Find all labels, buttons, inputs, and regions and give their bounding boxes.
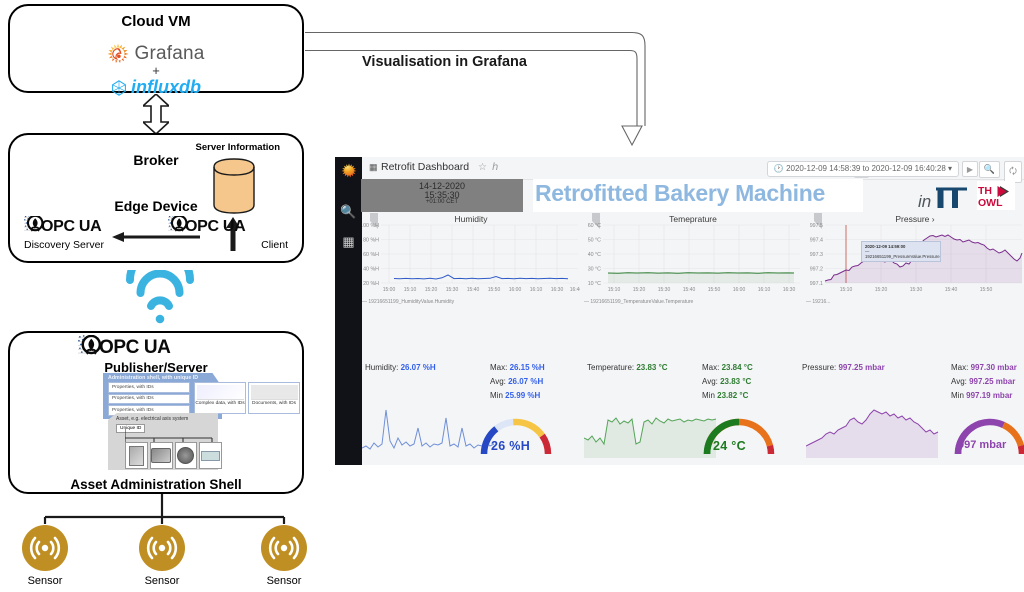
svg-text:60 %H: 60 %H [363, 252, 379, 258]
svg-text:50 °C: 50 °C [588, 238, 601, 244]
svg-text:80 %H: 80 %H [363, 238, 379, 244]
svg-text:15:40: 15:40 [945, 287, 958, 293]
svg-text:16:00: 16:00 [733, 287, 746, 293]
svg-text:OPC UA: OPC UA [99, 337, 171, 357]
svg-text:15:10: 15:10 [404, 287, 417, 293]
svg-text:997.2: 997.2 [810, 267, 823, 273]
svg-text:OPC UA: OPC UA [41, 218, 102, 234]
svg-text:15:30: 15:30 [658, 287, 671, 293]
svg-text:16:30: 16:30 [551, 287, 564, 293]
svg-text:100 %H: 100 %H [362, 223, 379, 229]
svg-text:16:10: 16:10 [758, 287, 771, 293]
svg-text:997.3: 997.3 [810, 252, 823, 258]
svg-text:OPC UA: OPC UA [185, 218, 246, 234]
svg-text:15:10: 15:10 [608, 287, 621, 293]
svg-text:60 °C: 60 °C [588, 223, 601, 229]
svg-text:20 %H: 20 %H [363, 281, 379, 287]
svg-text:15:50: 15:50 [708, 287, 721, 293]
svg-text:16:30: 16:30 [783, 287, 796, 293]
svg-text:15:50: 15:50 [488, 287, 501, 293]
svg-text:40 °C: 40 °C [588, 252, 601, 258]
svg-text:15:50: 15:50 [980, 287, 993, 293]
svg-text:OWL: OWL [978, 197, 1003, 209]
svg-text:15:20: 15:20 [875, 287, 888, 293]
svg-text:15:40: 15:40 [467, 287, 480, 293]
svg-text:15:10: 15:10 [840, 287, 853, 293]
svg-text:16:00: 16:00 [509, 287, 522, 293]
svg-text:997.5: 997.5 [810, 223, 823, 229]
svg-text:15:30: 15:30 [446, 287, 459, 293]
svg-text:30 °C: 30 °C [588, 267, 601, 273]
svg-text:997.4: 997.4 [810, 238, 823, 244]
svg-text:15:30: 15:30 [910, 287, 923, 293]
svg-text:16:10: 16:10 [530, 287, 543, 293]
svg-text:15:00: 15:00 [383, 287, 396, 293]
svg-text:TH: TH [978, 185, 992, 197]
svg-text:15:20: 15:20 [425, 287, 438, 293]
svg-text:997.1: 997.1 [810, 281, 823, 287]
svg-text:in: in [918, 192, 931, 210]
svg-text:15:40: 15:40 [683, 287, 696, 293]
svg-text:16:40: 16:40 [570, 287, 580, 293]
svg-text:10 °C: 10 °C [588, 281, 601, 287]
svg-text:40 %H: 40 %H [363, 267, 379, 273]
svg-text:15:20: 15:20 [633, 287, 646, 293]
